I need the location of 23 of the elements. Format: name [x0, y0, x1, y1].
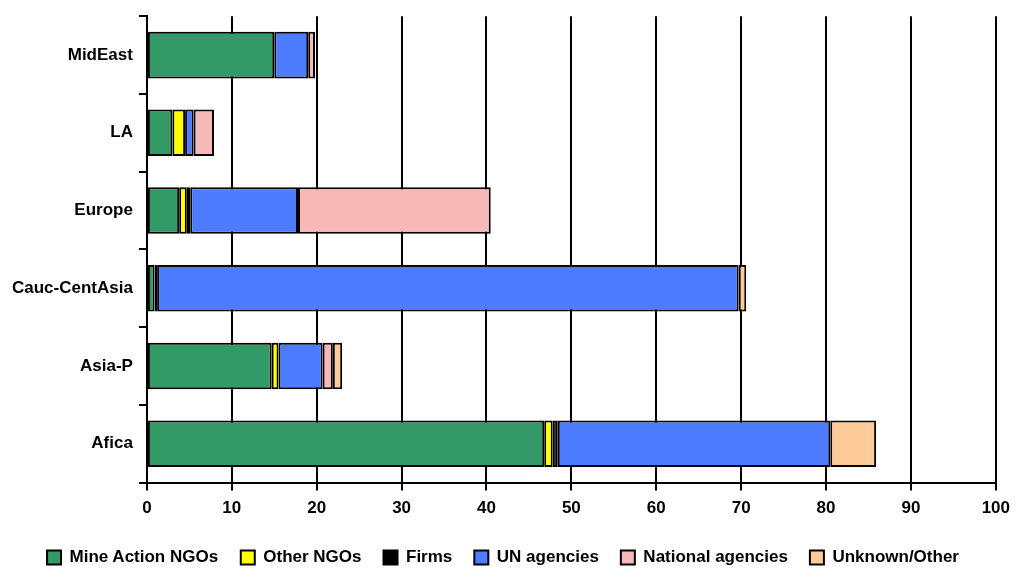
legend-label: UN agencies — [496, 547, 599, 567]
x-tick-label: 80 — [816, 498, 836, 518]
legend-label: Unknown/Other — [832, 547, 960, 567]
y-tick-label: LA — [110, 122, 133, 142]
x-tick-label: 50 — [561, 498, 581, 518]
legend-label: Firms — [406, 547, 453, 567]
x-tick-label: 90 — [901, 498, 921, 518]
x-tick-label: 30 — [392, 498, 412, 518]
y-tick-label: Afica — [91, 433, 134, 453]
legend-label: National agencies — [643, 547, 788, 567]
legend-label: Mine Action NGOs — [69, 547, 219, 567]
y-tick-label: MidEast — [67, 44, 134, 64]
x-tick-label: 100 — [981, 498, 1011, 518]
x-tick-label: 60 — [646, 498, 666, 518]
x-tick-label: 0 — [142, 498, 152, 518]
y-tick-label: Cauc-CentAsia — [12, 277, 134, 297]
x-tick-label: 70 — [731, 498, 751, 518]
legend-label: Other NGOs — [263, 547, 362, 567]
y-tick-label: Asia-P — [80, 355, 133, 375]
x-tick-label: 20 — [307, 498, 327, 518]
x-tick-label: 10 — [222, 498, 242, 518]
x-tick-label: 40 — [477, 498, 496, 518]
y-tick-label: Europe — [74, 200, 133, 220]
